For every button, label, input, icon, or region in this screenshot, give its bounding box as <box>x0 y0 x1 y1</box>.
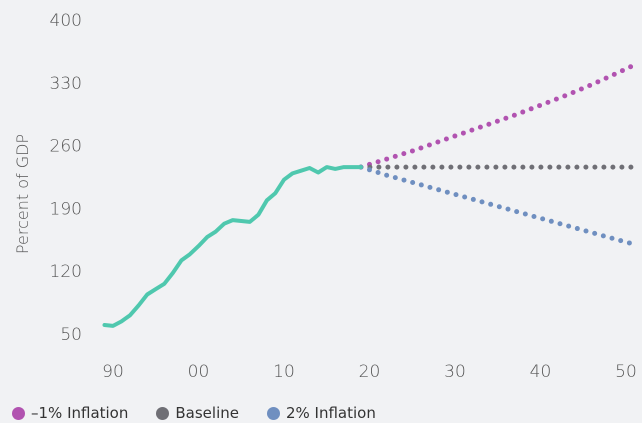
y-tick-label: 330 <box>50 74 82 94</box>
legend-label-2pct-inflation: 2% Inflation <box>285 404 376 422</box>
legend-swatch-baseline <box>156 406 170 420</box>
legend-label-baseline: Baseline <box>175 404 239 422</box>
x-axis-ticks: 90 00 10 20 30 40 50 <box>102 362 637 382</box>
x-tick-label: 50 <box>615 362 637 382</box>
y-axis-label: Percent of GDP <box>13 134 32 254</box>
chart-lines <box>102 62 637 328</box>
y-tick-label: 400 <box>50 11 82 31</box>
y-axis-ticks: 50 120 190 260 330 400 <box>50 11 82 345</box>
debt-projection-chart: 50 120 190 260 330 400 90 00 10 20 30 40 50 Percent… <box>13 11 637 382</box>
legend: –1% Inflation Baseline 2% Inflation <box>12 404 376 422</box>
legend-label-minus1-inflation: –1% Inflation <box>31 404 129 422</box>
y-tick-label: 190 <box>50 199 82 219</box>
y-tick-label: 260 <box>50 137 82 157</box>
legend-item-baseline: Baseline <box>156 404 239 422</box>
y-tick-label: 120 <box>50 262 82 282</box>
x-tick-label: 90 <box>102 362 124 382</box>
historical-line <box>102 165 363 328</box>
series-line-minus1-inflation <box>358 62 637 170</box>
series-line-2pct-inflation <box>358 164 637 247</box>
x-tick-label: 20 <box>359 362 381 382</box>
x-tick-label: 00 <box>188 362 210 382</box>
legend-swatch-minus1-inflation <box>12 406 25 420</box>
y-tick-label: 50 <box>60 325 82 345</box>
legend-item-minus1-inflation: –1% Inflation <box>12 404 128 422</box>
x-tick-label: 40 <box>530 362 552 382</box>
x-tick-label: 30 <box>444 362 466 382</box>
x-tick-label: 10 <box>273 362 295 382</box>
legend-swatch-2pct-inflation <box>266 406 280 420</box>
legend-item-2pct-inflation: 2% Inflation <box>266 404 376 422</box>
